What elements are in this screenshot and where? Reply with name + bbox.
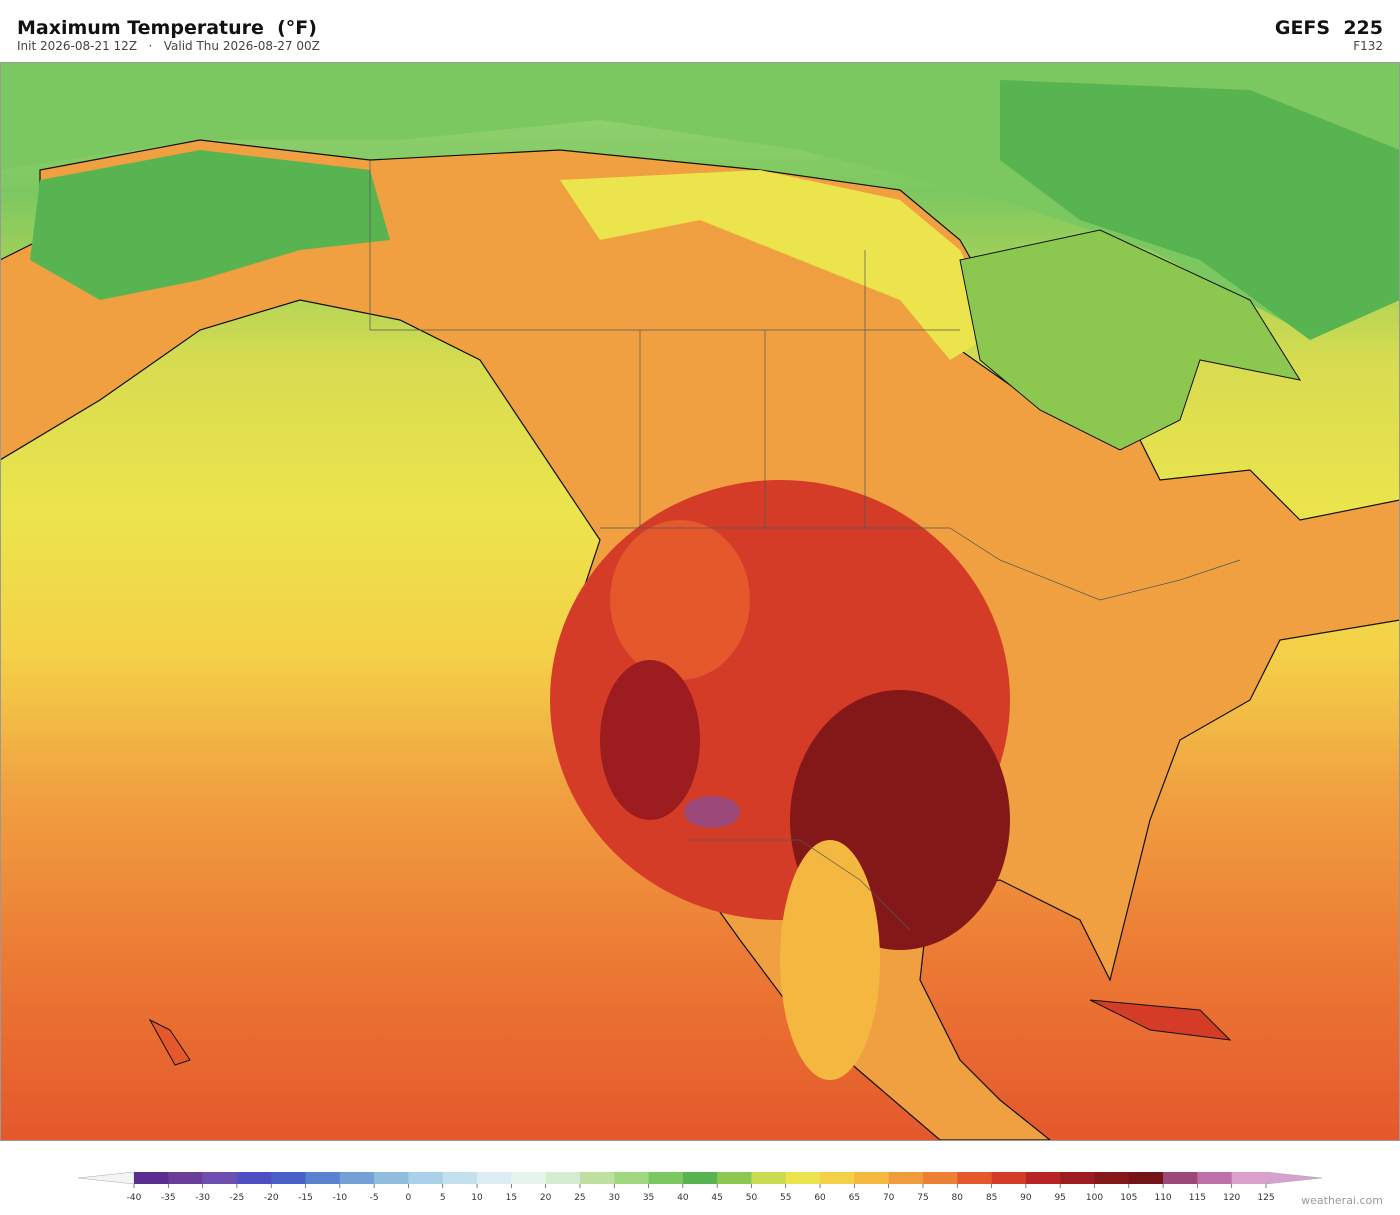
- colorbar-bin: [1094, 1172, 1130, 1184]
- colorbar-bin: [717, 1172, 752, 1184]
- colorbar-tick-label: 40: [677, 1193, 689, 1203]
- colorbar-bin: [408, 1172, 444, 1184]
- colorbar-tick-label: 45: [711, 1193, 722, 1203]
- colorbar-bin: [1060, 1172, 1095, 1184]
- colorbar-tick-label: 70: [883, 1193, 895, 1203]
- colorbar-tick-label: 35: [643, 1193, 654, 1203]
- arctic-islands-field: [1000, 80, 1400, 340]
- subtitle: Init 2026-08-21 12Z · Valid Thu 2026-08-…: [17, 39, 320, 53]
- colorbar-tick-label: -20: [264, 1193, 279, 1203]
- colorbar-tick-label: 105: [1120, 1193, 1137, 1203]
- colorbar-tick-label: 125: [1257, 1193, 1274, 1203]
- colorbar-bin: [1025, 1172, 1061, 1184]
- colorbar-bin: [614, 1172, 649, 1184]
- mexico-highland: [780, 840, 880, 1080]
- colorbar-tick-label: 115: [1189, 1193, 1206, 1203]
- colorbar-bin: [1197, 1172, 1232, 1184]
- colorbar-over: [1265, 1171, 1323, 1185]
- colorbar-tick-label: 110: [1154, 1193, 1171, 1203]
- colorbar: -40 -35 -30 -25 -20 -15 -10 -5 0 5 10 15 20 25 30 35 40 4…: [77, 1171, 1323, 1203]
- colorbar-tick-label: -40: [127, 1193, 142, 1203]
- colorbar-tick-label: 15: [506, 1193, 517, 1203]
- canada-north-field: [560, 170, 1000, 360]
- colorbar-bin: [854, 1172, 889, 1184]
- colorbar-bin: [1231, 1172, 1267, 1184]
- colorbar-bin: [957, 1172, 992, 1184]
- colorbar-tick-label: 85: [986, 1193, 997, 1203]
- colorbar-tick-label: 100: [1086, 1193, 1103, 1203]
- colorbar-bin: [236, 1172, 272, 1184]
- colorbar-tick-label: -35: [161, 1193, 176, 1203]
- colorbar-tick-label: -15: [298, 1193, 313, 1203]
- colorbar-bin: [374, 1172, 409, 1184]
- colorbar-tick-label: 55: [780, 1193, 791, 1203]
- colorbar-bin: [202, 1172, 238, 1184]
- colorbar-bin: [134, 1172, 169, 1184]
- colorbar-tick-label: 80: [952, 1193, 964, 1203]
- colorbar-under: [77, 1171, 135, 1185]
- heat-core: [610, 520, 750, 680]
- colorbar-tick-label: 65: [849, 1193, 860, 1203]
- forecast-hour: F132: [1353, 39, 1383, 53]
- colorbar-bin: [1163, 1172, 1198, 1184]
- cuba: [1089, 999, 1232, 1041]
- colorbar-bin: [477, 1172, 512, 1184]
- colorbar-tick-label: 5: [440, 1193, 446, 1203]
- colorbar-bin: [511, 1172, 546, 1184]
- colorbar-tick-label: 50: [746, 1193, 758, 1203]
- colorbar-tick-label: 20: [540, 1193, 552, 1203]
- colorbar-bin: [682, 1172, 718, 1184]
- colorbar-tick-label: -10: [332, 1193, 347, 1203]
- colorbar-bin: [579, 1172, 615, 1184]
- colorbar-tick-label: 120: [1223, 1193, 1240, 1203]
- colorbar-tick-label: 25: [574, 1193, 585, 1203]
- title: Maximum Temperature (°F): [17, 17, 317, 39]
- colorbar-tick-label: 60: [814, 1193, 826, 1203]
- colorbar-bin: [339, 1172, 375, 1184]
- colorbar-tick-label: 30: [609, 1193, 621, 1203]
- colorbar-tick-label: 95: [1054, 1193, 1065, 1203]
- colorbar-tick-label: -25: [230, 1193, 245, 1203]
- colorbar-tick-label: -30: [195, 1193, 210, 1203]
- colorbar-bin: [442, 1172, 478, 1184]
- watermark: weatherai.com: [1301, 1194, 1383, 1207]
- hawaii: [148, 1018, 191, 1066]
- colorbar-bin: [785, 1172, 821, 1184]
- colorbar-bin: [648, 1172, 684, 1184]
- hudson-bay-field: [959, 229, 1302, 451]
- colorbar-tick-label: 90: [1020, 1193, 1032, 1203]
- borders: [369, 160, 1241, 931]
- colorbar-bin: [751, 1172, 787, 1184]
- colorbar-tick-label: -5: [370, 1193, 379, 1203]
- map: [0, 62, 1400, 1140]
- colorbar-tick-label: 10: [471, 1193, 483, 1203]
- extreme-heat: [684, 796, 740, 828]
- heat-core: [600, 660, 700, 820]
- colorbar-bin: [271, 1172, 306, 1184]
- alaska-field: [30, 150, 390, 300]
- colorbar-bin: [305, 1172, 341, 1184]
- colorbar-bin: [922, 1172, 958, 1184]
- colorbar-bin: [888, 1172, 924, 1184]
- colorbar-tick-label: 0: [406, 1193, 412, 1203]
- colorbar-tick-label: 75: [917, 1193, 928, 1203]
- colorbar-bin: [168, 1172, 203, 1184]
- colorbar-bin: [991, 1172, 1027, 1184]
- colorbar-bin: [545, 1172, 581, 1184]
- model-name: GEFS 225: [1275, 17, 1383, 39]
- colorbar-bin: [820, 1172, 855, 1184]
- colorbar-bin: [1128, 1172, 1164, 1184]
